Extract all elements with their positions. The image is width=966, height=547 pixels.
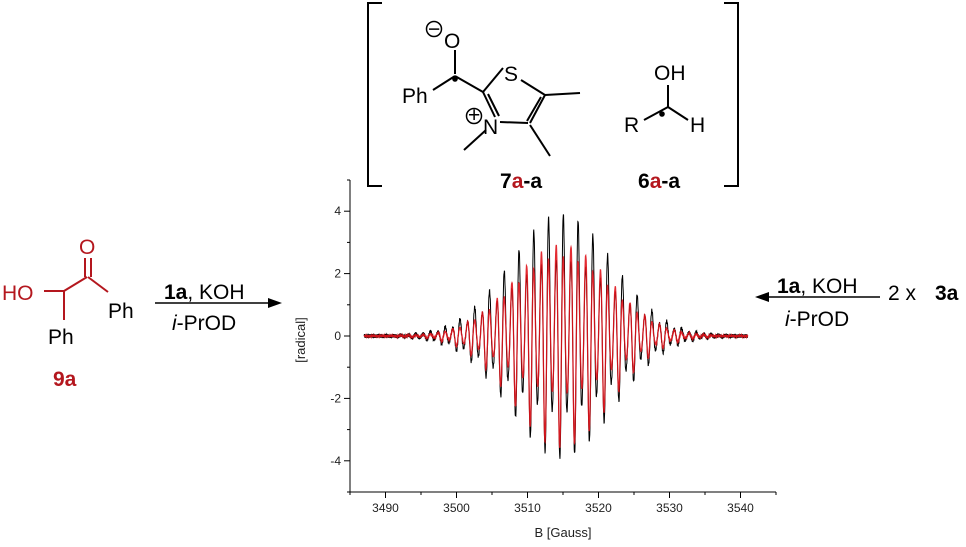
number-highlight: a: [650, 170, 662, 193]
left-reagent-number: 1a: [164, 281, 188, 304]
radical-7a-a: [432, 50, 581, 157]
left-solvent-prefix: i: [172, 312, 178, 335]
phenyl-label: Ph: [402, 85, 428, 108]
plus-charge-circle: [465, 107, 483, 125]
number-prefix: 6: [638, 170, 650, 193]
hydroxyl-label: HO: [2, 282, 34, 305]
number-suffix: -a: [661, 170, 680, 193]
right-bracket: [724, 2, 739, 187]
nitrogen-label: N: [483, 116, 498, 139]
x-axis-label: B [Gauss]: [534, 525, 591, 540]
number-highlight: a: [512, 170, 524, 193]
phenyl-label-lower: Ph: [48, 326, 74, 349]
number-prefix: 7: [500, 170, 512, 193]
y-tick-label: -2: [330, 391, 341, 405]
y-tick-label: -4: [330, 454, 341, 468]
sulfur-label: S: [504, 63, 518, 86]
right-solvent-prefix: i: [785, 308, 791, 331]
compound-number-6a-a: 6a-a: [638, 170, 680, 193]
right-reagent-rest: , KOH: [800, 275, 857, 298]
left-bracket: [367, 2, 382, 187]
minus-charge: −: [428, 18, 440, 41]
compound-number-3a: 3a: [935, 282, 959, 305]
x-tick-label: 3530: [656, 501, 683, 515]
right-reagent-number: 1a: [777, 275, 801, 298]
minus-charge-circle: [425, 20, 443, 38]
r-group-label: R: [624, 114, 639, 137]
hydroxyl-label: OH: [654, 62, 686, 85]
y-tick-label: 2: [334, 267, 341, 281]
left-arrowhead: [268, 298, 282, 308]
stoichiometry-label: 2 x: [888, 282, 917, 305]
chart-series-group: [363, 214, 749, 459]
right-solvent-rest: -PrOD: [790, 308, 850, 331]
x-tick-label: 3510: [514, 501, 541, 515]
right-arrowhead: [755, 292, 769, 302]
x-tick-label: 3500: [443, 501, 470, 515]
right-solvent-label: i-PrOD: [785, 308, 849, 331]
carbonyl-oxygen-label: O: [79, 236, 95, 259]
oxide-label: O: [444, 30, 460, 53]
x-tick-label: 3540: [727, 501, 754, 515]
left-solvent-rest: -PrOD: [177, 312, 237, 335]
compound-9a: [44, 258, 109, 320]
epr-spectrum-chart: 3490 3500 3510 3520 3530 3540 -4 -2 0 2 4 B [Gauss…: [293, 179, 777, 540]
compound-number-7a-a: 7a-a: [500, 170, 542, 193]
x-tick-label: 3520: [585, 501, 612, 515]
y-tick-label: 4: [334, 204, 341, 218]
radical-6a-a: [643, 85, 689, 121]
spectrum-series-2: [363, 244, 749, 448]
y-tick-label: 0: [334, 329, 341, 343]
phenyl-label: Ph: [108, 300, 134, 323]
y-axis-label: [radical]: [293, 317, 308, 363]
chart-tick-labels: 3490 3500 3510 3520 3530 3540 -4 -2 0 2 4: [330, 204, 754, 515]
compound-number-9a: 9a: [53, 368, 77, 391]
left-solvent-label: i-PrOD: [172, 312, 236, 335]
left-reagent-label: 1a, KOH: [164, 281, 245, 304]
plus-charge: +: [468, 104, 480, 127]
left-reagent-rest: , KOH: [187, 281, 244, 304]
radical-dot: [452, 76, 458, 82]
right-reagent-label: 1a, KOH: [777, 275, 858, 298]
number-suffix: -a: [523, 170, 542, 193]
x-tick-label: 3490: [372, 501, 399, 515]
chart-axes: [344, 179, 777, 498]
hydrogen-label: H: [690, 114, 705, 137]
radical-dot: [659, 111, 665, 117]
